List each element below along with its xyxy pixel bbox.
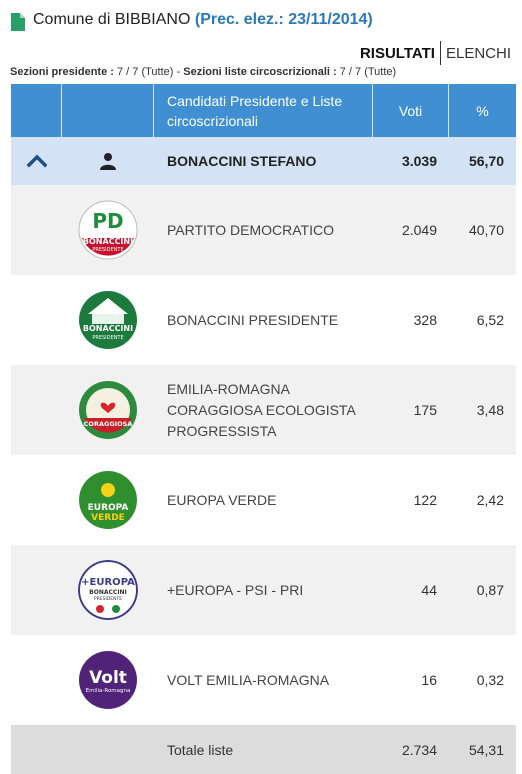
sezioni-summary: Sezioni presidente : 7 / 7 (Tutte) - Sez… [10,66,396,78]
tab-elenchi[interactable]: ELENCHI [445,44,511,62]
candidate-row[interactable]: BONACCINI STEFANO 3.039 56,70 [11,137,516,185]
document-icon [11,13,25,31]
candidate-name: BONACCINI STEFANO [167,153,317,169]
sezioni-liste-value: 7 / 7 (Tutte) [339,66,397,78]
sezioni-presidente-value: 7 / 7 (Tutte) [116,66,174,78]
header-candidati: Candidati Presidente e Liste circoscrizi… [154,84,373,137]
tab-risultati[interactable]: RISULTATI [359,44,435,62]
svg-text:BONACCINI: BONACCINI [89,589,127,596]
sezioni-dash: - [176,66,181,78]
list-name: BONACCINI PRESIDENTE [167,311,339,328]
list-voti: 16 [421,672,437,688]
svg-text:Emilia-Romagna: Emilia-Romagna [86,688,131,694]
sezioni-presidente-label: Sezioni presidente : [10,66,114,78]
list-row-europa-verde: EUROPA VERDE EUROPA VERDE 122 2,42 [11,455,516,545]
list-voti: 122 [413,492,437,508]
comune-name: Comune di BIBBIANO [33,11,191,28]
view-tabs: RISULTATI ELENCHI [360,41,511,65]
candidate-perc: 56,70 [468,153,504,169]
list-voti: 175 [413,402,437,418]
sezioni-liste-label: Sezioni liste circoscrizionali : [183,66,337,78]
person-icon [100,153,116,170]
list-name: +EUROPA - PSI - PRI [167,581,304,598]
coraggiosa-logo-icon: CORAGGIOSA [79,381,137,439]
svg-text:PRESIDENTE: PRESIDENTE [94,596,122,602]
candidate-voti: 3.039 [401,153,437,169]
tab-divider [439,41,441,65]
list-row-piu-europa: +EUROPA BONACCINI PRESIDENTE +EUROPA - P… [11,545,516,635]
list-row-coraggiosa: CORAGGIOSA EMILIA-ROMAGNA CORAGGIOSA ECO… [11,365,516,455]
bonaccini-presidente-logo-icon: BONACCINI PRESIDENTE [79,291,137,349]
totale-row: Totale liste 2.734 54,31 [11,725,516,774]
list-perc: 0,32 [476,672,504,688]
list-voti: 328 [413,312,437,328]
list-perc: 6,52 [476,312,504,328]
list-perc: 0,87 [476,582,504,598]
totale-perc: 54,31 [468,741,504,758]
header-perc: % [476,102,489,119]
list-voti: 2.049 [401,222,437,238]
collapse-button[interactable] [11,137,62,185]
list-name: VOLT EMILIA-ROMAGNA [167,671,330,688]
volt-logo-icon: Volt Emilia-Romagna [79,651,137,709]
svg-text:BONACCINI: BONACCINI [83,324,133,333]
europa-verde-logo-icon: EUROPA VERDE [79,471,137,529]
list-perc: 40,70 [468,222,504,238]
pd-logo-icon: PD BONACCINI PRESIDENTE [78,200,138,260]
list-name: EMILIA-ROMAGNA CORAGGIOSA ECOLOGISTA PRO… [167,380,356,439]
svg-text:PRESIDENTE: PRESIDENTE [92,335,123,341]
svg-text:BONACCINI: BONACCINI [83,237,133,246]
list-row-pd: PD BONACCINI PRESIDENTE PARTITO DEMOCRAT… [11,185,516,275]
svg-text:EUROPA: EUROPA [88,503,129,513]
svg-text:PD: PD [92,209,123,233]
totale-label: Totale liste [167,741,234,758]
piu-europa-logo-icon: +EUROPA BONACCINI PRESIDENTE [78,560,138,620]
chevron-up-icon [26,154,47,168]
list-voti: 44 [421,582,437,598]
header-cell-logo [62,84,154,137]
table-header: Candidati Presidente e Liste circoscrizi… [11,84,516,137]
list-name: EUROPA VERDE [167,491,277,508]
previous-election-link[interactable]: (Prec. elez.: 23/11/2014) [194,11,373,28]
page-title: Comune di BIBBIANO (Prec. elez.: 23/11/2… [33,11,373,29]
list-perc: 2,42 [476,492,504,508]
svg-text:+EUROPA: +EUROPA [81,577,135,588]
list-perc: 3,48 [476,402,504,418]
list-name: PARTITO DEMOCRATICO [167,221,334,238]
svg-text:Volt: Volt [89,668,127,688]
svg-text:PRESIDENTE: PRESIDENTE [92,247,123,253]
list-row-volt: Volt Emilia-Romagna VOLT EMILIA-ROMAGNA … [11,635,516,725]
list-row-bonaccini-presidente: BONACCINI PRESIDENTE BONACCINI PRESIDENT… [11,275,516,365]
svg-text:CORAGGIOSA: CORAGGIOSA [84,420,133,428]
totale-voti: 2.734 [401,741,437,758]
page-header: Comune di BIBBIANO (Prec. elez.: 23/11/2… [0,0,522,38]
svg-text:VERDE: VERDE [91,513,125,523]
results-table: Candidati Presidente e Liste circoscrizi… [11,84,516,774]
header-voti: Voti [373,84,449,137]
header-cell-toggle [11,84,62,137]
